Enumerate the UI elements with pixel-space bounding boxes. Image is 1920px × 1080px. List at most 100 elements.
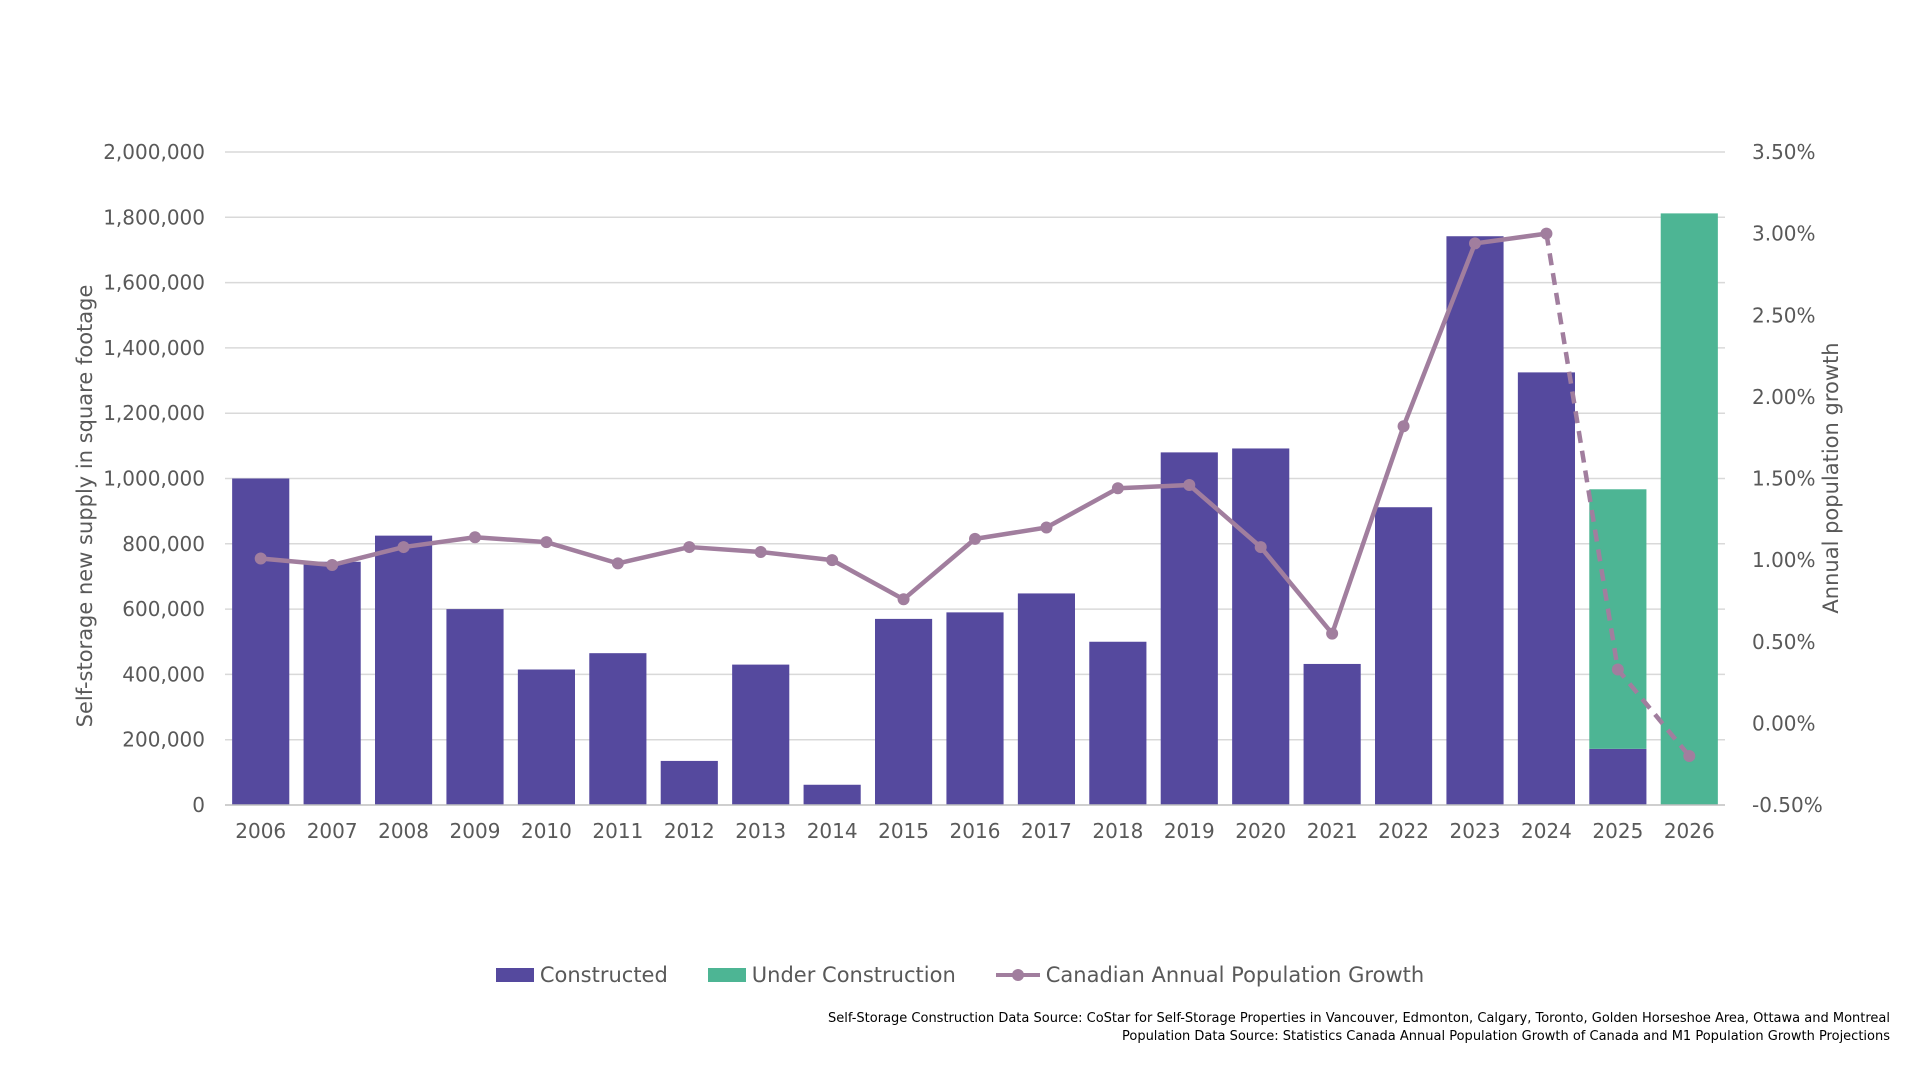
legend-item-under-construction: Under Construction xyxy=(707,963,956,987)
constructed-swatch xyxy=(495,968,534,982)
bar-constructed xyxy=(1017,593,1075,805)
population-point xyxy=(611,557,624,570)
bar-constructed xyxy=(375,535,433,805)
population-point xyxy=(754,545,767,558)
bar-constructed xyxy=(1160,452,1218,805)
y-tick-label: 1,800,000 xyxy=(103,205,205,229)
bar-constructed xyxy=(1517,372,1575,805)
x-tick-label: 2017 xyxy=(1021,819,1072,843)
y-tick-label: 1,000,000 xyxy=(103,467,205,491)
population-growth-line xyxy=(254,227,1696,763)
x-tick-label: 2009 xyxy=(450,819,501,843)
population-point xyxy=(1540,227,1553,240)
y2-tick-label: 2.50% xyxy=(1752,303,1816,327)
x-tick-label: 2021 xyxy=(1307,819,1358,843)
y2-tick-label: 3.50% xyxy=(1752,140,1816,164)
bar-constructed xyxy=(660,760,718,805)
axes: 0 200,000 400,000 600,000 800,000 1,000,000 1,… xyxy=(103,140,1823,843)
population-point xyxy=(1111,482,1124,495)
population-point xyxy=(969,532,981,545)
population-point xyxy=(1397,420,1410,433)
x-tick-label: 2025 xyxy=(1592,819,1643,843)
y2-tick-label: 0.50% xyxy=(1752,630,1816,654)
bar-constructed xyxy=(1375,507,1433,805)
legend-label-population-growth: Canadian Annual Population Growth xyxy=(1045,963,1425,987)
x-tick-label: 2008 xyxy=(378,819,429,843)
y2-tick-label: 3.00% xyxy=(1752,222,1816,246)
x-tick-label: 2014 xyxy=(807,819,858,843)
population-point xyxy=(683,541,696,554)
population-point xyxy=(326,559,339,572)
population-point xyxy=(1040,521,1053,534)
population-point xyxy=(1683,750,1696,763)
bar-constructed xyxy=(446,609,504,805)
bar-constructed xyxy=(732,664,790,805)
bar-constructed xyxy=(589,653,647,805)
x-tick-label: 2022 xyxy=(1378,819,1429,843)
y2-tick-label: 1.50% xyxy=(1752,467,1816,491)
y-tick-label: 600,000 xyxy=(122,597,205,621)
x-tick-label: 2010 xyxy=(521,819,572,843)
bar-constructed xyxy=(232,478,290,805)
y-tick-label: 800,000 xyxy=(122,532,205,556)
y2-tick-label: -0.50% xyxy=(1752,793,1823,817)
bar-constructed xyxy=(1303,663,1361,805)
legend-item-constructed: Constructed xyxy=(495,963,668,987)
bar-constructed xyxy=(517,669,575,805)
bars xyxy=(232,213,1718,805)
x-tick-label: 2013 xyxy=(735,819,786,843)
y-tick-label: 1,200,000 xyxy=(103,401,205,425)
legend-label-under-construction: Under Construction xyxy=(751,963,956,987)
population-growth-swatch xyxy=(995,968,1040,982)
population-point xyxy=(469,531,481,544)
population-point xyxy=(540,536,553,549)
population-point xyxy=(1183,479,1196,492)
y-tick-label: 1,400,000 xyxy=(103,336,205,360)
bar-constructed xyxy=(1232,448,1290,805)
legend-label-constructed: Constructed xyxy=(539,963,668,987)
y-tick-label: 0 xyxy=(192,793,205,817)
x-tick-label: 2019 xyxy=(1164,819,1215,843)
x-tick-label: 2011 xyxy=(592,819,643,843)
source-line-population: Population Data Source: Statistics Canad… xyxy=(1121,1029,1890,1044)
source-line-construction: Self-Storage Construction Data Source: C… xyxy=(828,1011,1890,1026)
data-sources: Self-Storage Construction Data Source: C… xyxy=(828,1010,1890,1046)
population-point xyxy=(897,593,910,606)
population-point xyxy=(1611,663,1624,676)
population-point xyxy=(1326,627,1339,640)
x-tick-label: 2012 xyxy=(664,819,715,843)
chart-legend: Constructed Under Construction Canadian … xyxy=(0,955,1920,995)
population-point xyxy=(826,554,839,567)
under-construction-swatch xyxy=(707,968,746,982)
bar-constructed xyxy=(303,561,361,805)
y2-tick-label: 0.00% xyxy=(1752,711,1816,735)
bar-constructed xyxy=(875,618,933,805)
bar-under-construction xyxy=(1589,489,1647,749)
x-tick-label: 2023 xyxy=(1450,819,1501,843)
y-tick-label: 2,000,000 xyxy=(103,140,205,164)
x-tick-label: 2018 xyxy=(1092,819,1143,843)
x-tick-label: 2026 xyxy=(1664,819,1715,843)
x-tick-label: 2006 xyxy=(235,819,286,843)
bar-constructed xyxy=(1089,641,1147,805)
population-line-actual xyxy=(260,231,1547,636)
bar-constructed xyxy=(803,784,861,805)
x-tick-label: 2007 xyxy=(307,819,358,843)
population-point xyxy=(1469,237,1481,250)
y-axis-title: Self-storage new supply in square footag… xyxy=(73,285,97,728)
population-point xyxy=(397,541,410,554)
bar-constructed xyxy=(1589,748,1647,805)
bar-constructed xyxy=(1446,236,1504,805)
y-tick-label: 200,000 xyxy=(122,728,205,752)
x-tick-label: 2015 xyxy=(878,819,929,843)
x-tick-label: 2016 xyxy=(950,819,1001,843)
population-point xyxy=(254,552,267,565)
y-tick-label: 1,600,000 xyxy=(103,271,205,295)
y2-tick-label: 2.00% xyxy=(1752,385,1816,409)
y-tick-label: 400,000 xyxy=(122,662,205,686)
bar-constructed xyxy=(946,612,1004,805)
legend-item-population-growth: Canadian Annual Population Growth xyxy=(995,963,1425,987)
bar-under-construction xyxy=(1660,213,1718,805)
population-point xyxy=(1254,541,1267,554)
